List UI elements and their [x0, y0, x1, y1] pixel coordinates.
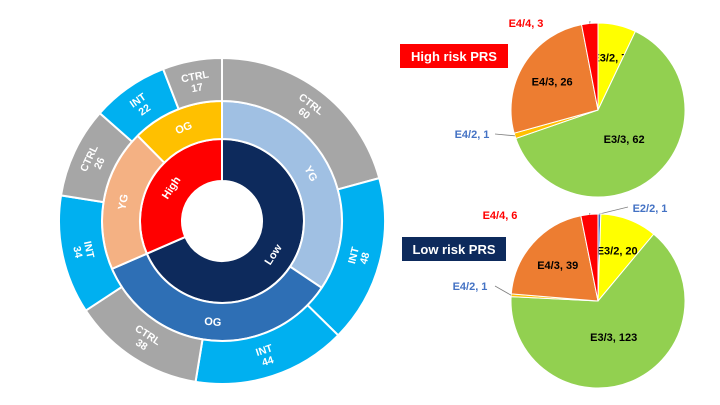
pie-label-e2-2-1: E2/2, 1 [633, 203, 668, 215]
sunburst-label-1-1: OG [204, 316, 222, 329]
pie-title-high-risk-prs: High risk PRS [400, 44, 508, 68]
sunburst-label-2-2: INT44 [254, 342, 278, 370]
pie-title-low-risk-prs: Low risk PRS [402, 237, 506, 261]
pie-title-box [402, 237, 506, 261]
pie-label-e4-4-3: E4/4, 3 [509, 18, 544, 30]
pie-label-e4-4-6: E4/4, 6 [483, 210, 518, 222]
pie-slice-e4-4-6 [580, 213, 599, 302]
sunburst-label-2-7: CTRL17 [180, 68, 212, 96]
pie-slice-e4-3-26 [510, 23, 599, 134]
pie-leader-e4-2-1 [494, 133, 515, 137]
pie-label-e3-2-7: E3/2, 7 [592, 52, 627, 64]
pie-label-e4-2-1: E4/2, 1 [453, 281, 488, 293]
sunburst-chart: LowHighYGOGYGOGCTRL60INT48INT44CTRL38INT… [58, 56, 386, 385]
pie-title-text: Low risk PRS [412, 242, 495, 257]
pie-label-e4-2-1: E4/2, 1 [455, 129, 490, 141]
sunburst-label-2-1: INT48 [346, 245, 373, 268]
pie-title-text: High risk PRS [411, 49, 497, 64]
pie-slice-e3-3-123 [510, 233, 686, 389]
pie-label-e3-2-20: E3/2, 20 [597, 246, 638, 258]
pie-slice-e4-3-39 [510, 215, 599, 302]
sunburst-label-1-2: YG [116, 193, 131, 211]
pie-label-e4-3-26: E4/3, 26 [532, 77, 573, 89]
pie-slice-e3-3-62 [515, 30, 686, 198]
pie-leader-e2-2-1 [599, 206, 629, 215]
sunburst-segment-2-ctrl [161, 56, 223, 111]
pie-leader-e4-2-1 [494, 285, 512, 296]
pie-label-e3-3-123: E3/3, 123 [590, 332, 637, 344]
pie-label-e3-3-62: E3/3, 62 [604, 134, 645, 146]
high-risk-pie-chart: E3/2, 7 E3/3, 62 E4/2, 1 E4/3, 26 E4/4, 3 Hig… [400, 18, 686, 198]
pie-title-box [400, 44, 508, 68]
sunburst-label-2-4: INT34 [70, 240, 97, 262]
low-risk-pie-chart: E2/2, 1 E3/2, 20 E3/3, 123 E4/2, 1 E4/3, 39 E… [402, 203, 686, 389]
pie-leader-e4-4-6 [589, 212, 591, 215]
pie-label-e4-3-39: E4/3, 39 [537, 260, 578, 272]
